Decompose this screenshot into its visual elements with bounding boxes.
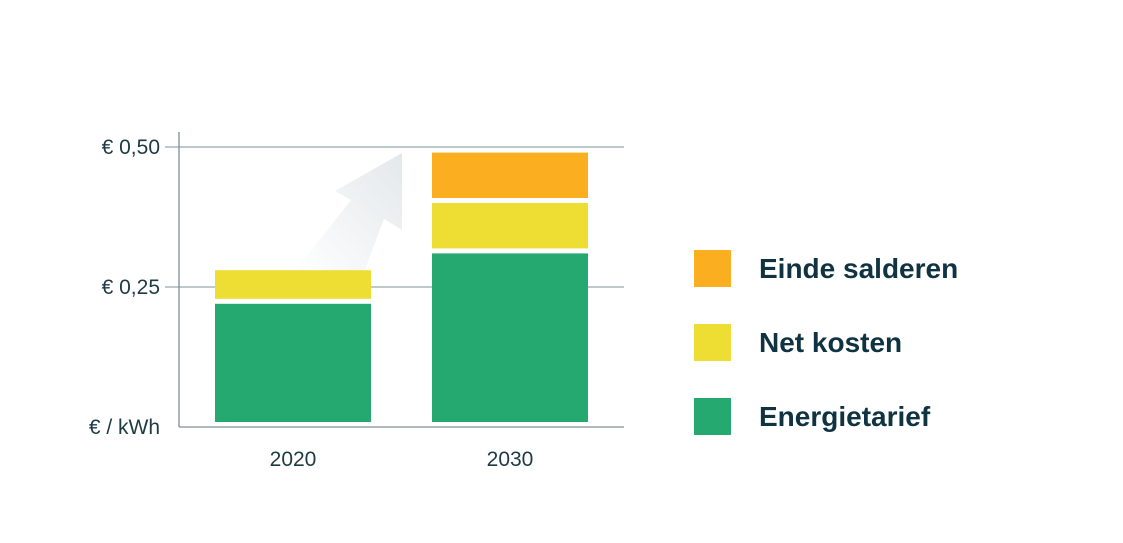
bar-2030-energietarief <box>432 253 588 422</box>
bar-2020-net-kosten <box>215 270 371 299</box>
y-tick-label: € 0,50 <box>102 136 160 159</box>
legend-swatch <box>694 250 731 287</box>
bar-2020-energietarief <box>215 303 371 422</box>
bar-2030-einde-salderen <box>432 152 588 198</box>
legend-swatch <box>694 324 731 361</box>
trend-arrow-icon <box>294 153 402 272</box>
y-tick-label: € 0,25 <box>102 276 160 299</box>
bar-2030-net-kosten <box>432 203 588 249</box>
legend-label: Energietarief <box>759 401 931 432</box>
legend-swatch <box>694 398 731 435</box>
x-tick-label: 2020 <box>270 448 317 471</box>
legend-label: Net kosten <box>759 327 902 358</box>
x-tick-label: 2030 <box>487 448 534 471</box>
y-axis-label: € / kWh <box>89 416 160 439</box>
legend-label: Einde salderen <box>759 253 958 284</box>
